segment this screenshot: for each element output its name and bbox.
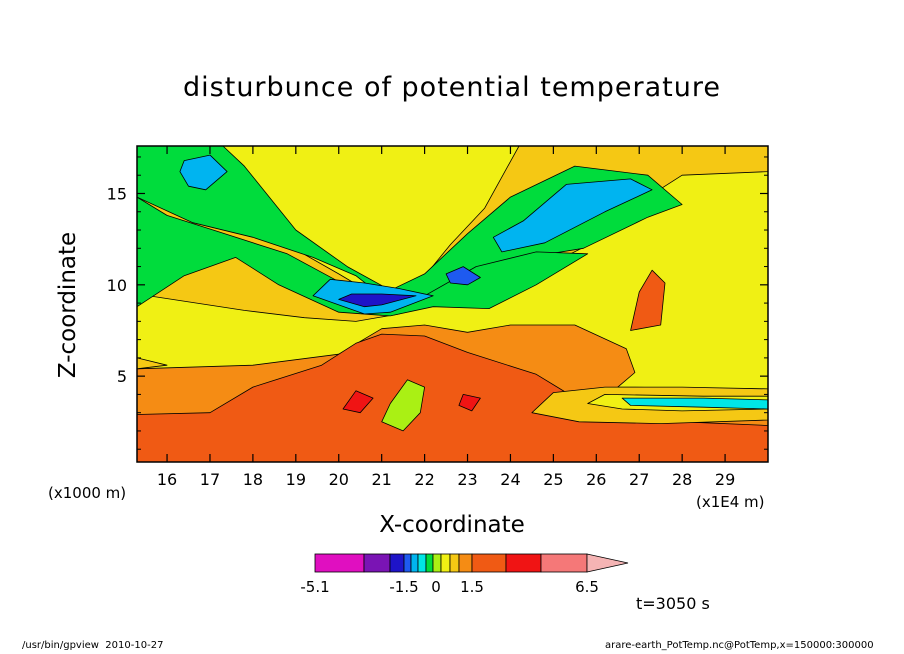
colorbar-box	[440, 553, 451, 573]
contour-region-16	[338, 293, 417, 308]
colorbar-box	[389, 553, 405, 573]
x-axis-label: X-coordinate	[379, 512, 525, 538]
x-unit-right-label: (x1E4 m)	[696, 493, 765, 511]
colorbar-label: 0	[431, 578, 441, 596]
x-tick-label: 19	[286, 470, 306, 489]
x-tick-label: 28	[672, 470, 692, 489]
x-tick-label: 23	[457, 470, 477, 489]
colorbar-box	[449, 553, 460, 573]
contour-region-8	[137, 146, 683, 299]
x-tick-label: 17	[200, 470, 220, 489]
contour-region-11	[621, 397, 768, 410]
colorbar-label: -1.5	[389, 578, 418, 596]
x-tick-label: 26	[586, 470, 606, 489]
colorbar-box	[458, 553, 473, 573]
contour-region-9	[137, 196, 589, 317]
y-tick-label: 5	[117, 367, 127, 386]
colorbar-box	[314, 553, 365, 573]
footer-left: /usr/bin/gpview 2010-10-27	[22, 640, 164, 651]
contour-region-4	[342, 390, 374, 414]
colorbar-box	[410, 553, 419, 573]
colorbar-label: 1.5	[460, 578, 484, 596]
x-unit-left-label: (x1000 m)	[48, 484, 127, 502]
colorbar-label: 6.5	[575, 578, 599, 596]
colorbar-box	[540, 553, 588, 573]
x-tick-label: 20	[329, 470, 349, 489]
y-tick-label: 15	[107, 184, 127, 203]
contour-region-2	[137, 333, 768, 462]
x-tick-label: 27	[629, 470, 649, 489]
x-tick-label: 25	[543, 470, 563, 489]
colorbar-box	[403, 553, 412, 573]
contour-regions	[137, 146, 768, 462]
footer-right: arare-earth_PotTemp.nc@PotTemp,x=150000:…	[605, 640, 874, 651]
colorbar-label: -5.1	[300, 578, 329, 596]
contour-region-17	[381, 379, 426, 432]
plot-frame	[136, 145, 769, 463]
colorbar-box	[363, 553, 391, 573]
colorbar-box	[417, 553, 427, 573]
y-tick-label: 10	[107, 276, 127, 295]
colorbar-box	[432, 553, 442, 573]
colorbar-box	[471, 553, 507, 573]
x-tick-label: 22	[414, 470, 434, 489]
chart-title: disturbunce of potential temperature	[183, 72, 721, 103]
colorbar-box	[505, 553, 542, 573]
time-label: t=3050 s	[636, 594, 710, 613]
contour-region-3	[630, 269, 666, 331]
x-tick-label: 18	[243, 470, 263, 489]
x-tick-label: 16	[157, 470, 177, 489]
contour-region-13	[492, 178, 653, 253]
contour-region-18	[137, 357, 168, 370]
x-tick-label: 24	[500, 470, 520, 489]
colorbar-box	[425, 553, 434, 573]
x-tick-label: 21	[371, 470, 391, 489]
contour-region-15	[445, 266, 481, 286]
axis-ticks: 16 17 18 19 20 21 22 23 24 25 26 27 28 29 5 10 15	[107, 146, 768, 489]
contour-region-5	[458, 393, 481, 412]
x-tick-label: 29	[715, 470, 735, 489]
contour-region-12	[179, 154, 228, 191]
colorbar: -5.1 -1.5 0 1.5 6.5	[300, 553, 629, 596]
colorbar-arrow	[586, 553, 629, 573]
